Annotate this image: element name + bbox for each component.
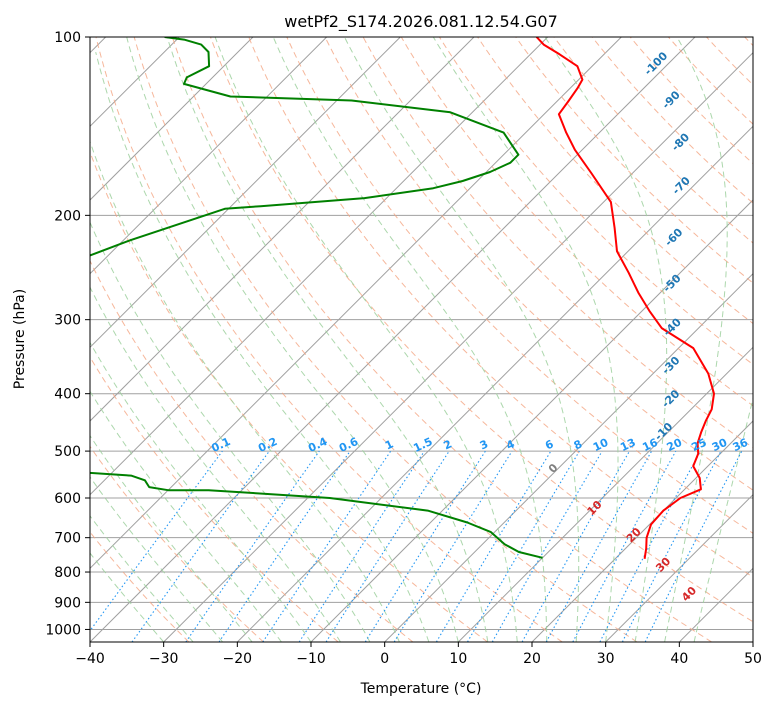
- moist-adiabat-line: [272, 37, 548, 642]
- isotherm-line: [605, 493, 753, 642]
- moist-adiabat-line: [693, 396, 753, 642]
- dry-adiabat-line: [629, 37, 753, 165]
- mixing-ratio-label: 30: [710, 436, 730, 454]
- y-tick-label: 400: [54, 387, 81, 403]
- moist-adiabat-line: [90, 515, 194, 642]
- x-tick-label: −40: [75, 651, 105, 667]
- mixing-ratio-line: [185, 450, 320, 642]
- moist-adiabat-line: [90, 434, 253, 642]
- isotherm-line: [163, 51, 753, 642]
- isotherm-line: [90, 37, 622, 570]
- y-tick-label: 900: [54, 595, 81, 611]
- y-tick-label: 1000: [45, 622, 81, 638]
- mixing-ratio-line: [467, 450, 580, 642]
- isotherm-line: [90, 37, 401, 349]
- mixing-ratio-label: 20: [665, 436, 685, 454]
- dry-adiabat-line: [90, 445, 264, 642]
- dry-adiabat-line: [515, 37, 753, 284]
- y-tick-label: 300: [54, 313, 81, 329]
- y-axis: 100 200 300 400 500 600 700 800 900 1000: [45, 30, 90, 638]
- mixing-ratio-line: [131, 450, 270, 642]
- moist-adiabat-line: [432, 37, 619, 642]
- x-tick-label: −20: [223, 651, 253, 667]
- isotherm-line: [457, 346, 753, 642]
- mixing-ratio-line: [572, 450, 677, 642]
- plot-area: [90, 37, 753, 642]
- chart-title: wetPf2_S174.2026.081.12.54.G07: [284, 12, 558, 32]
- plot-frame: [89, 36, 754, 643]
- x-axis-title: Temperature (°C): [360, 681, 482, 697]
- mixing-ratio-line: [325, 450, 450, 642]
- moist-adiabat-line: [664, 37, 728, 642]
- moist-adiabat-line: [95, 51, 430, 642]
- y-tick-label: 500: [54, 444, 81, 460]
- mixing-ratio-line: [521, 450, 630, 642]
- moist-adiabat-line: [544, 37, 668, 642]
- mixing-ratio-label: 16: [640, 436, 660, 454]
- dry-adiabat-line: [171, 37, 712, 642]
- moist-adiabat-line: [90, 140, 400, 642]
- moist-adiabat-line: [90, 552, 165, 642]
- mixing-ratio-label: 13: [618, 436, 637, 454]
- x-tick-label: 50: [744, 651, 762, 667]
- y-tick-label: 800: [54, 565, 81, 581]
- x-tick-label: 10: [449, 651, 467, 667]
- isotherm-line: [531, 420, 753, 642]
- dry-adiabat-line: [477, 37, 753, 325]
- mixing-ratio-line: [218, 450, 351, 642]
- dry-adiabat-line: [324, 37, 753, 491]
- isotherm-line: [384, 272, 753, 642]
- mixing-ratio-line: [491, 450, 603, 642]
- dry-adiabat-line: [95, 37, 563, 642]
- x-axis: −40 −30 −20 −10 0 10 20 30 40 50: [75, 642, 762, 667]
- mixing-ratio-line: [435, 450, 552, 642]
- dry-adiabat-line: [591, 37, 753, 204]
- y-tick-label: 200: [54, 208, 81, 224]
- dry-adiabat-line: [362, 37, 753, 449]
- moist-adiabat-line: [90, 341, 312, 642]
- y-tick-label: 700: [54, 531, 81, 547]
- dry-adiabat-line: [400, 37, 753, 407]
- dry-adiabat-line: [210, 37, 753, 623]
- x-tick-label: 40: [670, 651, 688, 667]
- dry-adiabat-line: [133, 37, 638, 642]
- dry-adiabat-line: [248, 37, 753, 578]
- mixing-ratio-line: [545, 450, 653, 642]
- y-tick-label: 100: [54, 30, 81, 46]
- y-axis-title: Pressure (hPa): [12, 289, 28, 389]
- mixing-ratio-label: 10: [591, 436, 611, 454]
- background-lines: [90, 37, 753, 642]
- isotherm-line: [236, 125, 753, 642]
- x-tick-label: −30: [149, 651, 179, 667]
- dewpoint-profile-line: [90, 37, 543, 559]
- x-tick-label: 0: [380, 651, 389, 667]
- x-tick-label: 30: [597, 651, 615, 667]
- y-tick-label: 600: [54, 491, 81, 507]
- moist-adiabat-line: [344, 37, 580, 642]
- isotherm-line: [90, 37, 549, 496]
- moist-adiabat-line: [126, 37, 459, 642]
- dry-adiabat-line: [90, 259, 414, 642]
- isotherm-line: [90, 37, 696, 642]
- isotherm-line: [90, 37, 254, 201]
- mixing-ratio-label: 25: [689, 436, 708, 454]
- series-group: [90, 37, 715, 559]
- isotherm-line: [90, 37, 475, 422]
- moist-adiabat-line: [166, 37, 489, 642]
- moist-adiabat-line: [90, 390, 282, 642]
- mixing-ratio-line: [90, 450, 223, 632]
- mixing-ratio-line: [393, 450, 513, 642]
- x-tick-label: −10: [296, 651, 326, 667]
- x-tick-label: 20: [523, 651, 541, 667]
- mixing-ratio-label: 36: [731, 436, 751, 454]
- temperature-profile-line: [535, 37, 715, 559]
- mixing-ratio-line: [364, 450, 486, 642]
- isotherm-line: [90, 37, 328, 275]
